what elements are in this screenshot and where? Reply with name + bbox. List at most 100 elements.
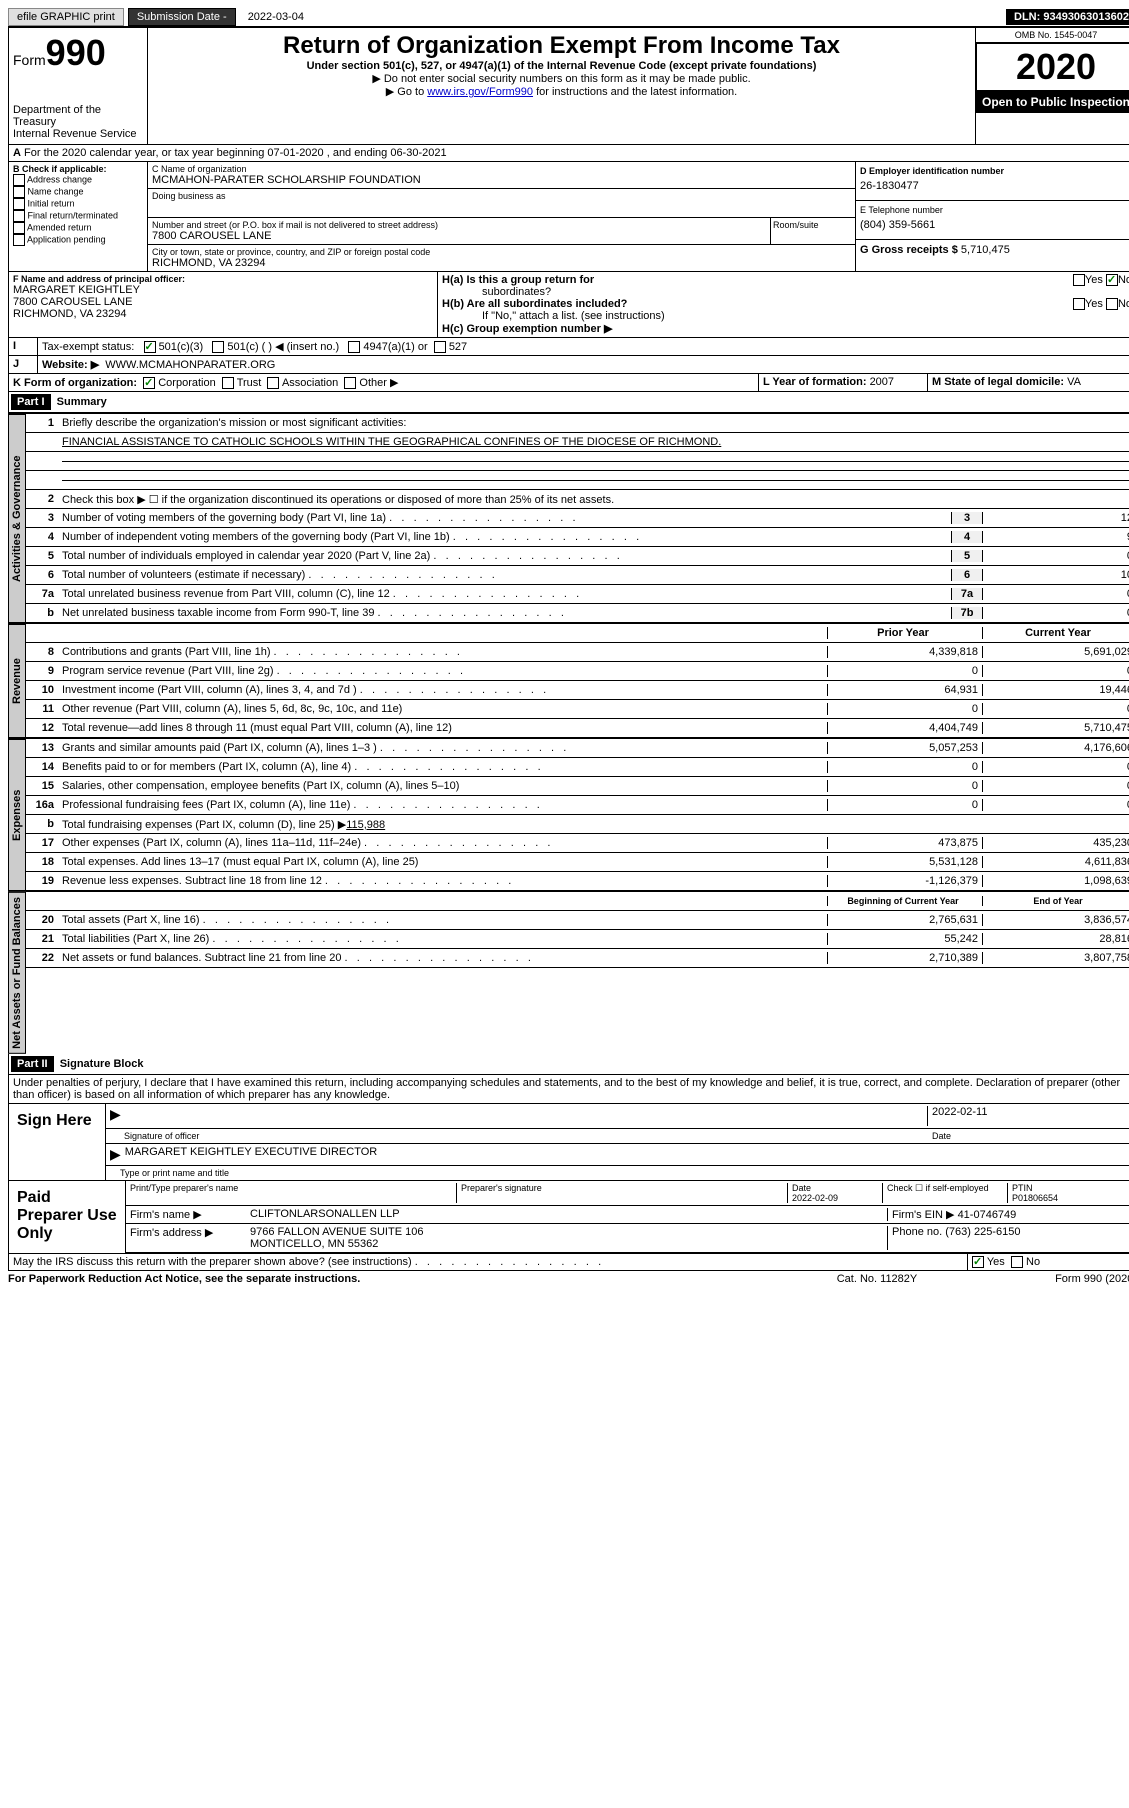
- l5v: 0: [982, 550, 1129, 562]
- m-val: VA: [1067, 376, 1081, 388]
- b-hdr: B Check if applicable:: [13, 164, 107, 174]
- l11c: 0: [982, 703, 1129, 715]
- hc: H(c) Group exemption number ▶: [442, 323, 612, 335]
- l12: Total revenue—add lines 8 through 11 (mu…: [60, 720, 827, 736]
- d-lbl: D Employer identification number: [860, 166, 1004, 176]
- l21c: 28,816: [982, 933, 1129, 945]
- efile-btn[interactable]: efile GRAPHIC print: [8, 8, 124, 26]
- l22: Net assets or fund balances. Subtract li…: [60, 950, 827, 966]
- l8p: 4,339,818: [827, 646, 982, 658]
- l1: Briefly describe the organization's miss…: [60, 415, 1129, 431]
- l16b: Total fundraising expenses (Part IX, col…: [60, 816, 827, 833]
- cb-ha-no[interactable]: [1106, 274, 1118, 286]
- l13: Grants and similar amounts paid (Part IX…: [60, 740, 827, 756]
- cb-hb-no[interactable]: [1106, 298, 1118, 310]
- officer-name: MARGARET KEIGHTLEY: [13, 284, 433, 296]
- l19: Revenue less expenses. Subtract line 18 …: [60, 873, 827, 889]
- ha2: subordinates?: [442, 286, 1129, 298]
- cb-app[interactable]: [13, 234, 25, 246]
- l21: Total liabilities (Part X, line 26): [60, 931, 827, 947]
- fn-lbl: Firm's name ▶: [130, 1208, 250, 1221]
- l22c: 3,807,758: [982, 952, 1129, 964]
- l17: Other expenses (Part IX, column (A), lin…: [60, 835, 827, 851]
- pra: For Paperwork Reduction Act Notice, see …: [8, 1273, 777, 1285]
- ein: 26-1830477: [860, 176, 1129, 196]
- l3v: 12: [982, 512, 1129, 524]
- l18c: 4,611,836: [982, 856, 1129, 868]
- sign-here: Sign Here: [9, 1104, 106, 1180]
- l19c: 1,098,639: [982, 875, 1129, 887]
- l-lbl: L Year of formation:: [763, 376, 870, 388]
- cb-final[interactable]: [13, 210, 25, 222]
- l-val: 2007: [870, 376, 894, 388]
- part1-hdr: Part I: [11, 394, 51, 410]
- cb-init[interactable]: [13, 198, 25, 210]
- cb-501c[interactable]: [212, 341, 224, 353]
- pn-lbl: Print/Type preparer's name: [130, 1183, 456, 1203]
- form-title: Return of Organization Exempt From Incom…: [152, 32, 971, 60]
- cb-4947[interactable]: [348, 341, 360, 353]
- sub2: ▶ Do not enter social security numbers o…: [152, 72, 971, 85]
- hb-note: If "No," attach a list. (see instruction…: [442, 310, 1129, 322]
- cb-assoc[interactable]: [267, 377, 279, 389]
- cb-trust[interactable]: [222, 377, 234, 389]
- l17c: 435,230: [982, 837, 1129, 849]
- l10c: 19,446: [982, 684, 1129, 696]
- irs-link[interactable]: www.irs.gov/Form990: [427, 86, 533, 98]
- l14c: 0: [982, 761, 1129, 773]
- l16ac: 0: [982, 799, 1129, 811]
- l7av: 0: [982, 588, 1129, 600]
- hb: H(b) Are all subordinates included?: [442, 298, 627, 310]
- discuss: May the IRS discuss this return with the…: [9, 1254, 968, 1270]
- ha: H(a) Is this a group return for: [442, 274, 594, 286]
- g-lbl: G Gross receipts $: [860, 244, 961, 256]
- cb-amend[interactable]: [13, 222, 25, 234]
- j-lbl: Website: ▶: [42, 359, 99, 371]
- cb-ha-yes[interactable]: [1073, 274, 1085, 286]
- tab-rev: Revenue: [8, 624, 26, 738]
- officer-city: RICHMOND, VA 23294: [13, 308, 433, 320]
- l5: Total number of individuals employed in …: [60, 548, 951, 564]
- tab-gov: Activities & Governance: [8, 414, 26, 623]
- l15c: 0: [982, 780, 1129, 792]
- dln: DLN: 93493063013602: [1006, 9, 1129, 25]
- end-hdr: End of Year: [982, 896, 1129, 906]
- l9p: 0: [827, 665, 982, 677]
- sub3: ▶ Go to www.irs.gov/Form990 for instruct…: [152, 85, 971, 98]
- cb-hb-yes[interactable]: [1073, 298, 1085, 310]
- city: RICHMOND, VA 23294: [152, 257, 851, 269]
- street: 7800 CAROUSEL LANE: [152, 230, 766, 242]
- cb-corp[interactable]: [143, 377, 155, 389]
- l20: Total assets (Part X, line 16): [60, 912, 827, 928]
- tax-year: 2020: [976, 43, 1129, 91]
- l10: Investment income (Part VIII, column (A)…: [60, 682, 827, 698]
- cb-other[interactable]: [344, 377, 356, 389]
- cb-disc-yes[interactable]: [972, 1256, 984, 1268]
- part2-hdr: Part II: [11, 1056, 54, 1072]
- cb-addr[interactable]: [13, 174, 25, 186]
- l13c: 4,176,606: [982, 742, 1129, 754]
- l16ap: 0: [827, 799, 982, 811]
- cb-501c3[interactable]: [144, 341, 156, 353]
- l8c: 5,691,029: [982, 646, 1129, 658]
- l12c: 5,710,475: [982, 722, 1129, 734]
- i-lbl: Tax-exempt status:: [42, 341, 134, 353]
- fn-v: CLIFTONLARSONALLEN LLP: [250, 1208, 887, 1221]
- sig-date-v: 2022-02-11: [927, 1106, 1129, 1126]
- l8: Contributions and grants (Part VIII, lin…: [60, 644, 827, 660]
- omb: OMB No. 1545-0047: [976, 28, 1129, 43]
- k-lbl: K Form of organization:: [13, 377, 137, 389]
- cb-527[interactable]: [434, 341, 446, 353]
- room-lbl: Room/suite: [770, 218, 855, 244]
- tab-exp: Expenses: [8, 739, 26, 891]
- dept: Department of the Treasury: [13, 104, 143, 128]
- l3: Number of voting members of the governin…: [60, 510, 951, 526]
- cb-disc-no[interactable]: [1011, 1256, 1023, 1268]
- gross: 5,710,475: [961, 244, 1010, 256]
- l16a: Professional fundraising fees (Part IX, …: [60, 797, 827, 813]
- subdate: 2022-03-04: [240, 9, 312, 25]
- l4: Number of independent voting members of …: [60, 529, 951, 545]
- street-lbl: Number and street (or P.O. box if mail i…: [152, 220, 766, 230]
- l17p: 473,875: [827, 837, 982, 849]
- cb-name[interactable]: [13, 186, 25, 198]
